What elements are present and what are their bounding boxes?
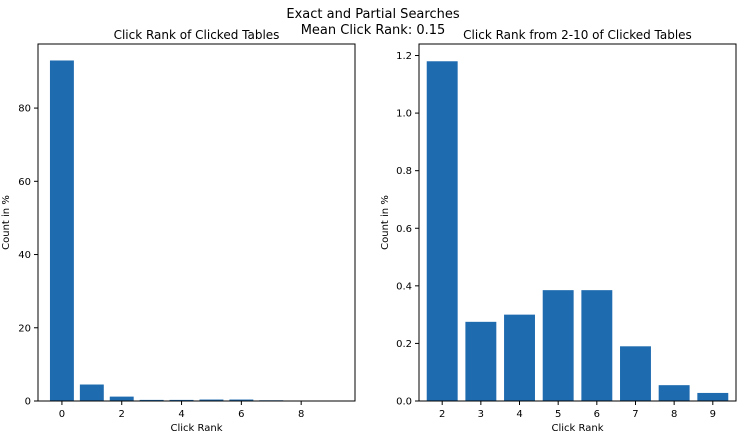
bar-rank-5 [542,290,574,401]
bar-rank-7 [620,346,651,401]
figure-subtitle: Mean Click Rank: 0.15 [301,23,446,38]
x-tick-label-4: 4 [516,409,522,420]
x-tick-label-2: 2 [119,409,125,420]
x-tick-label-2: 2 [439,409,445,420]
x-axis-label: Click Rank [552,423,604,434]
right-chart: 2 3 4 5 6 7 8 9 0.0 0.2 0.4 0.6 0.8 1.0 1.2 Click Rank … [380,28,737,434]
x-tick-label-8: 8 [298,409,304,420]
x-axis-label: Click Rank [171,423,223,434]
y-axis-label: Count in % [1,195,12,250]
chart-title: Click Rank of Clicked Tables [114,28,280,42]
bar-rank-4 [504,314,535,401]
bar-rank-2 [426,61,458,402]
bar-rank-9 [697,392,729,401]
figure-title: Exact and Partial Searches [286,7,459,22]
bar-rank-5 [199,399,224,401]
bar-rank-0 [49,60,74,401]
y-tick-label-0.4: 0.4 [396,281,412,292]
x-tick-label-9: 9 [710,409,716,420]
y-tick-label-0.0: 0.0 [396,397,412,408]
y-tick-label-20: 20 [18,323,31,334]
y-tick-label-0.8: 0.8 [396,166,412,177]
y-tick-label-1.2: 1.2 [396,51,412,62]
x-tick-label-7: 7 [632,409,638,420]
chart-title: Click Rank from 2-10 of Clicked Tables [463,28,692,42]
x-tick-label-3: 3 [478,409,484,420]
y-tick-label-1.0: 1.0 [396,109,412,120]
bar-rank-1 [79,384,104,401]
x-tick-label-4: 4 [178,409,184,420]
bar-rank-3 [465,321,497,401]
y-tick-label-80: 80 [18,104,31,115]
y-tick-label-0.6: 0.6 [396,224,412,235]
y-tick-label-0: 0 [25,397,31,408]
bar-rank-2 [109,396,134,401]
y-tick-label-60: 60 [18,177,31,188]
x-tick-label-8: 8 [671,409,677,420]
x-tick-label-6: 6 [238,409,244,420]
y-axis-label: Count in % [380,195,391,250]
bar-rank-4 [169,399,194,401]
x-tick-label-6: 6 [594,409,600,420]
y-tick-label-40: 40 [18,250,31,261]
bar-rank-6 [229,399,254,401]
y-tick-label-0.2: 0.2 [396,339,412,350]
plot-frame [37,43,356,402]
x-tick-label-0: 0 [59,409,65,420]
x-tick-label-5: 5 [555,409,561,420]
bar-rank-6 [581,290,613,401]
bar-rank-8 [658,385,690,401]
bar-rank-3 [139,399,164,401]
plot-frame [418,43,737,402]
